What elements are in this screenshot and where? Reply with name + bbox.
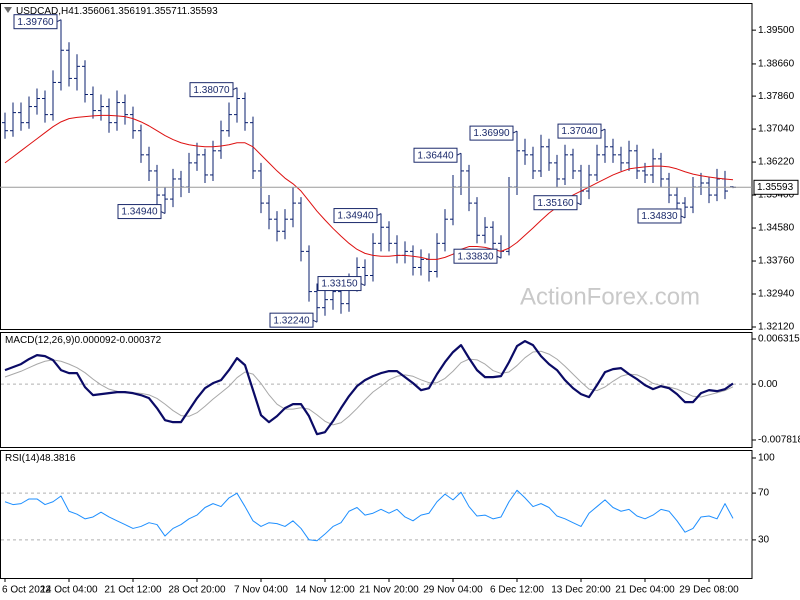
y-tick-label: 1.32120: [758, 322, 795, 333]
annotation-connector: [56, 19, 62, 23]
annotation-connector: [160, 211, 166, 215]
x-tick-label: 14 Oct 04:00: [40, 585, 98, 596]
annotation-box: [637, 208, 682, 224]
panel-title-value: 0.000092: [74, 335, 116, 346]
y-tick-label: 1.32940: [758, 289, 795, 300]
y-tick-label: 1.35400: [758, 190, 795, 201]
annotation-box: [13, 14, 58, 30]
panel-title-text: RSI(14): [5, 453, 39, 464]
y-tick-label: 70: [758, 488, 770, 499]
annotation-label: 1.36440: [417, 150, 454, 161]
annotation-box: [413, 147, 458, 163]
panel-title-value: 1.35619: [110, 6, 147, 17]
panel-title-value: -0.000372: [116, 335, 161, 346]
annotation-connector: [512, 130, 518, 134]
y-tick-label: 1.34580: [758, 223, 795, 234]
annotation-box: [317, 276, 362, 292]
panel-title-text: MACD(12,26,9): [5, 335, 74, 346]
x-tick-label: 29 Dec 08:00: [679, 585, 739, 596]
annotation-connector: [576, 202, 582, 206]
y-tick-label: 30: [758, 535, 770, 546]
annotation-connector: [232, 87, 238, 91]
y-tick-label: 1.37040: [758, 124, 795, 135]
annotation-label: 1.33150: [321, 279, 358, 290]
x-tick-label: 28 Oct 20:00: [168, 585, 226, 596]
indicator-line: [4, 340, 734, 436]
y-tick-label: -0.007818: [758, 435, 800, 446]
annotation-box: [117, 204, 162, 220]
y-tick-label: 1.36220: [758, 157, 795, 168]
annotation-connector: [680, 215, 686, 219]
y-tick-label: 1.39500: [758, 25, 795, 36]
annotation-box: [189, 82, 234, 98]
annotation-label: 1.34940: [121, 207, 158, 218]
annotation-connector: [312, 319, 318, 323]
watermark: ActionForex.com: [520, 283, 700, 310]
x-tick-label: 6 Oct 2022: [2, 585, 51, 596]
x-tick-label: 21 Dec 04:00: [615, 585, 675, 596]
annotation-label: 1.35160: [537, 198, 574, 209]
annotation-label: 1.32240: [273, 315, 310, 326]
panel-frame: [0, 332, 753, 448]
annotation-box: [469, 125, 514, 141]
annotation-box: [557, 123, 602, 139]
annotation-label: 1.39760: [17, 17, 54, 28]
panel-title-text: USDCAD,H4: [16, 6, 74, 17]
annotation-connector: [376, 213, 382, 217]
current-price-label: 1.35593: [757, 182, 794, 193]
x-tick-label: 21 Nov 20:00: [359, 585, 419, 596]
x-tick-label: 14 Nov 12:00: [295, 585, 355, 596]
annotation-box: [333, 208, 378, 224]
annotation-connector: [456, 152, 462, 156]
indicator-line: [4, 489, 734, 542]
annotation-connector: [600, 128, 606, 132]
annotation-connector: [496, 255, 502, 259]
annotation-label: 1.34940: [337, 211, 374, 222]
annotation-box: [269, 312, 314, 328]
y-tick-label: 1.38660: [758, 59, 795, 70]
y-tick-label: 1.33760: [758, 256, 795, 267]
x-tick-label: 7 Nov 04:00: [234, 585, 288, 596]
annotation-box: [533, 195, 578, 211]
y-tick-label: 0.006315: [758, 334, 800, 345]
y-tick-label: 0.00: [758, 379, 778, 390]
annotation-label: 1.33830: [457, 251, 494, 262]
panel-frame: [0, 450, 753, 579]
y-tick-label: 1.37860: [758, 91, 795, 102]
x-tick-label: 13 Dec 20:00: [551, 585, 611, 596]
panel-title-value: 1.35571: [146, 6, 183, 17]
y-tick-label: 100: [758, 453, 775, 464]
x-tick-label: 29 Nov 04:00: [423, 585, 483, 596]
panel-title: MACD(12,26,9)0.000092-0.000372: [5, 335, 162, 346]
panel-title-value: 1.35606: [74, 6, 111, 17]
x-tick-label: 6 Dec 12:00: [490, 585, 544, 596]
annotation-connector: [360, 283, 366, 287]
annotation-label: 1.34830: [641, 211, 678, 222]
panel-title-value: 48.3816: [39, 453, 76, 464]
x-tick-label: 21 Oct 12:00: [104, 585, 162, 596]
panel-title: RSI(14)48.3816: [5, 453, 76, 464]
current-price-box: [753, 179, 799, 195]
annotation-label: 1.38070: [193, 85, 230, 96]
moving-average: [4, 114, 734, 260]
panel-frame: [0, 3, 753, 330]
panel-title: USDCAD,H41.356061.356191.355711.35593: [16, 6, 218, 17]
annotation-box: [453, 248, 498, 264]
annotation-label: 1.36990: [473, 128, 510, 139]
panel-title-value: 1.35593: [182, 6, 219, 17]
annotation-label: 1.37040: [561, 126, 598, 137]
symbol-icon: [4, 7, 12, 13]
